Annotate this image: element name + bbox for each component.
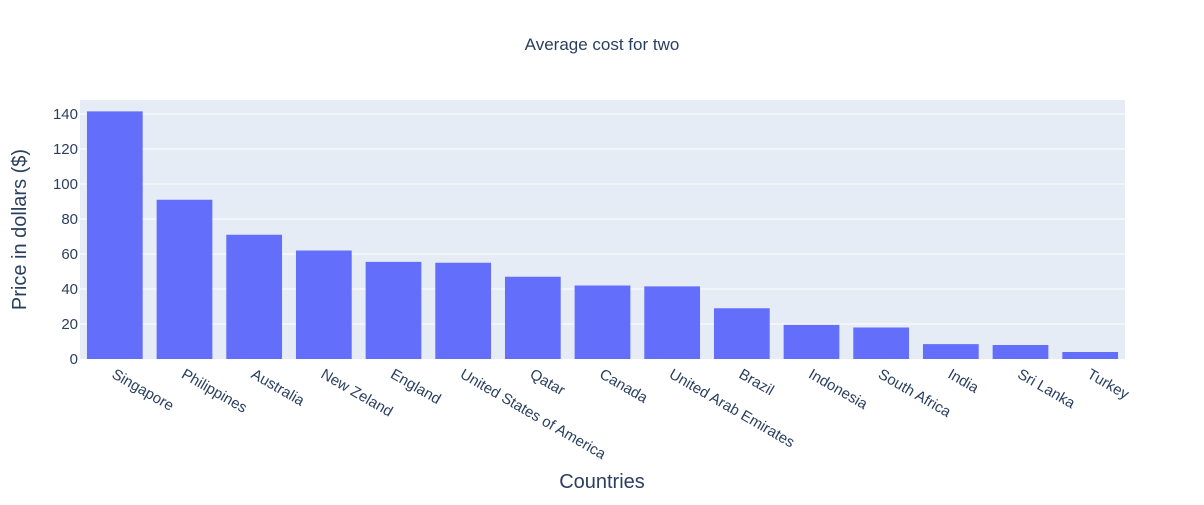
bar-indonesia xyxy=(783,324,840,359)
x-tick-label: Australia xyxy=(248,366,308,410)
x-tick-label: Singapore xyxy=(109,366,177,415)
y-tick-label: 100 xyxy=(53,176,78,193)
x-tick-label: India xyxy=(945,366,982,397)
bar-england xyxy=(365,261,422,359)
y-tick-label: 0 xyxy=(70,351,78,368)
bar-united-arab-emirates xyxy=(644,286,701,359)
bar-sri-lanka xyxy=(992,345,1049,359)
bar-philippines xyxy=(156,199,213,359)
bar-qatar xyxy=(504,276,561,359)
y-tick-label: 60 xyxy=(61,246,78,263)
x-tick-label: United Arab Emirates xyxy=(666,366,797,452)
x-tick-label: Turkey xyxy=(1084,366,1132,404)
bar-brazil xyxy=(713,308,770,359)
x-tick-label: Sri Lanka xyxy=(1015,366,1079,413)
x-tick-label: Indonesia xyxy=(806,366,871,414)
x-tick-label: England xyxy=(388,366,444,408)
x-tick-label: South Africa xyxy=(875,366,954,421)
bar-india xyxy=(922,344,979,359)
y-tick-label: 140 xyxy=(53,106,78,123)
y-tick-label: 120 xyxy=(53,141,78,158)
y-tick-label: 80 xyxy=(61,211,78,228)
bar-canada xyxy=(574,285,631,359)
y-axis-title: Price in dollars ($) xyxy=(9,149,31,310)
bar-united-states-of-america xyxy=(435,262,492,359)
bar-new-zeland xyxy=(295,250,352,359)
bar-australia xyxy=(226,234,283,359)
bar-turkey xyxy=(1062,352,1119,359)
bars xyxy=(86,111,1119,359)
y-axis-ticks: 0 20 40 60 80 100 120 140 xyxy=(53,106,78,368)
y-tick-label: 40 xyxy=(61,281,78,298)
x-tick-label: Brazil xyxy=(736,366,777,399)
x-tick-label: Canada xyxy=(597,366,652,407)
x-tick-label: New Zeland xyxy=(318,366,396,421)
x-tick-label: Qatar xyxy=(527,366,568,399)
chart-title: Average cost for two xyxy=(525,35,680,54)
bar-singapore xyxy=(86,111,143,359)
x-axis-title: Countries xyxy=(559,471,645,493)
bar-south-africa xyxy=(853,327,910,359)
x-tick-label: Philippines xyxy=(179,366,250,417)
y-tick-label: 20 xyxy=(61,316,78,333)
